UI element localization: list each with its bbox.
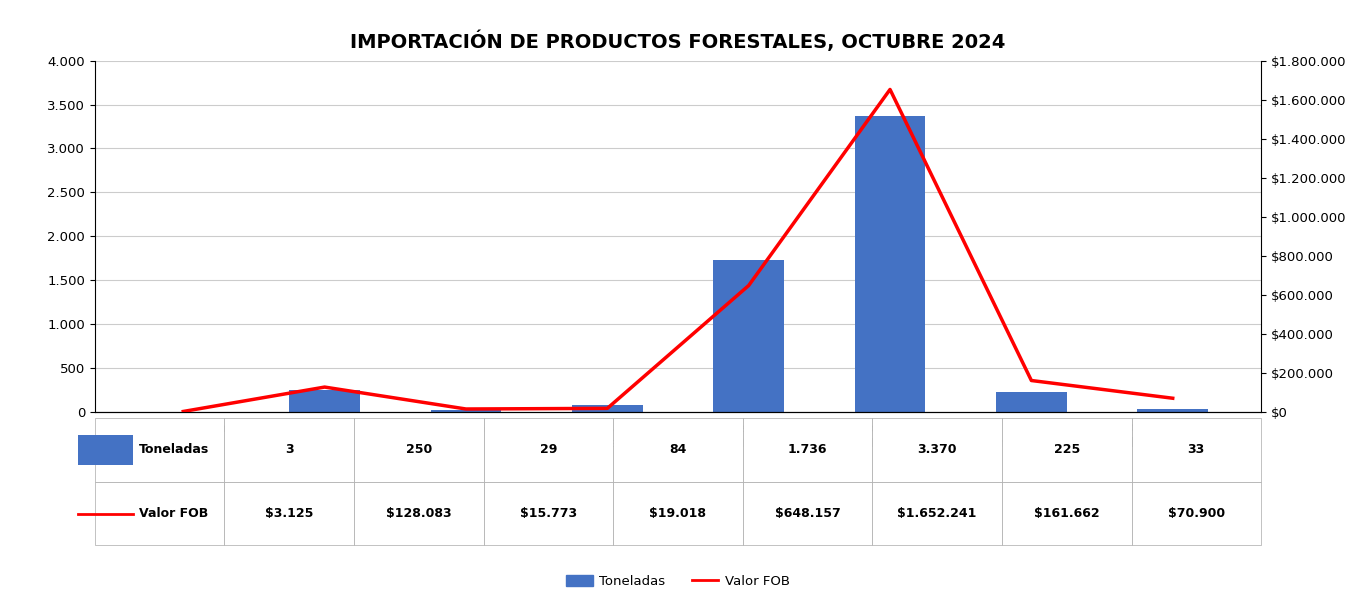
- Bar: [854, 116, 925, 412]
- Bar: [1138, 409, 1208, 412]
- Valor FOB: [881, 86, 898, 93]
- Text: IMPORTACIÓN DE PRODUCTOS FORESTALES, OCTUBRE 2024: IMPORTACIÓN DE PRODUCTOS FORESTALES, OCT…: [350, 30, 1006, 52]
- Valor FOB: [458, 405, 475, 413]
- Valor FOB: [1024, 377, 1040, 384]
- Bar: [289, 390, 359, 412]
- Valor FOB: [1165, 395, 1181, 402]
- Text: Valor FOB: Valor FOB: [140, 507, 209, 520]
- Bar: [713, 259, 784, 412]
- Bar: [431, 410, 502, 412]
- Valor FOB: [316, 384, 332, 391]
- Legend: Toneladas, Valor FOB: Toneladas, Valor FOB: [561, 570, 795, 593]
- Bar: [997, 392, 1067, 412]
- Valor FOB: [599, 405, 616, 412]
- Valor FOB: [740, 282, 757, 289]
- Valor FOB: [175, 408, 191, 415]
- Bar: [572, 405, 643, 412]
- Text: Toneladas: Toneladas: [140, 444, 210, 456]
- Line: Valor FOB: Valor FOB: [183, 90, 1173, 411]
